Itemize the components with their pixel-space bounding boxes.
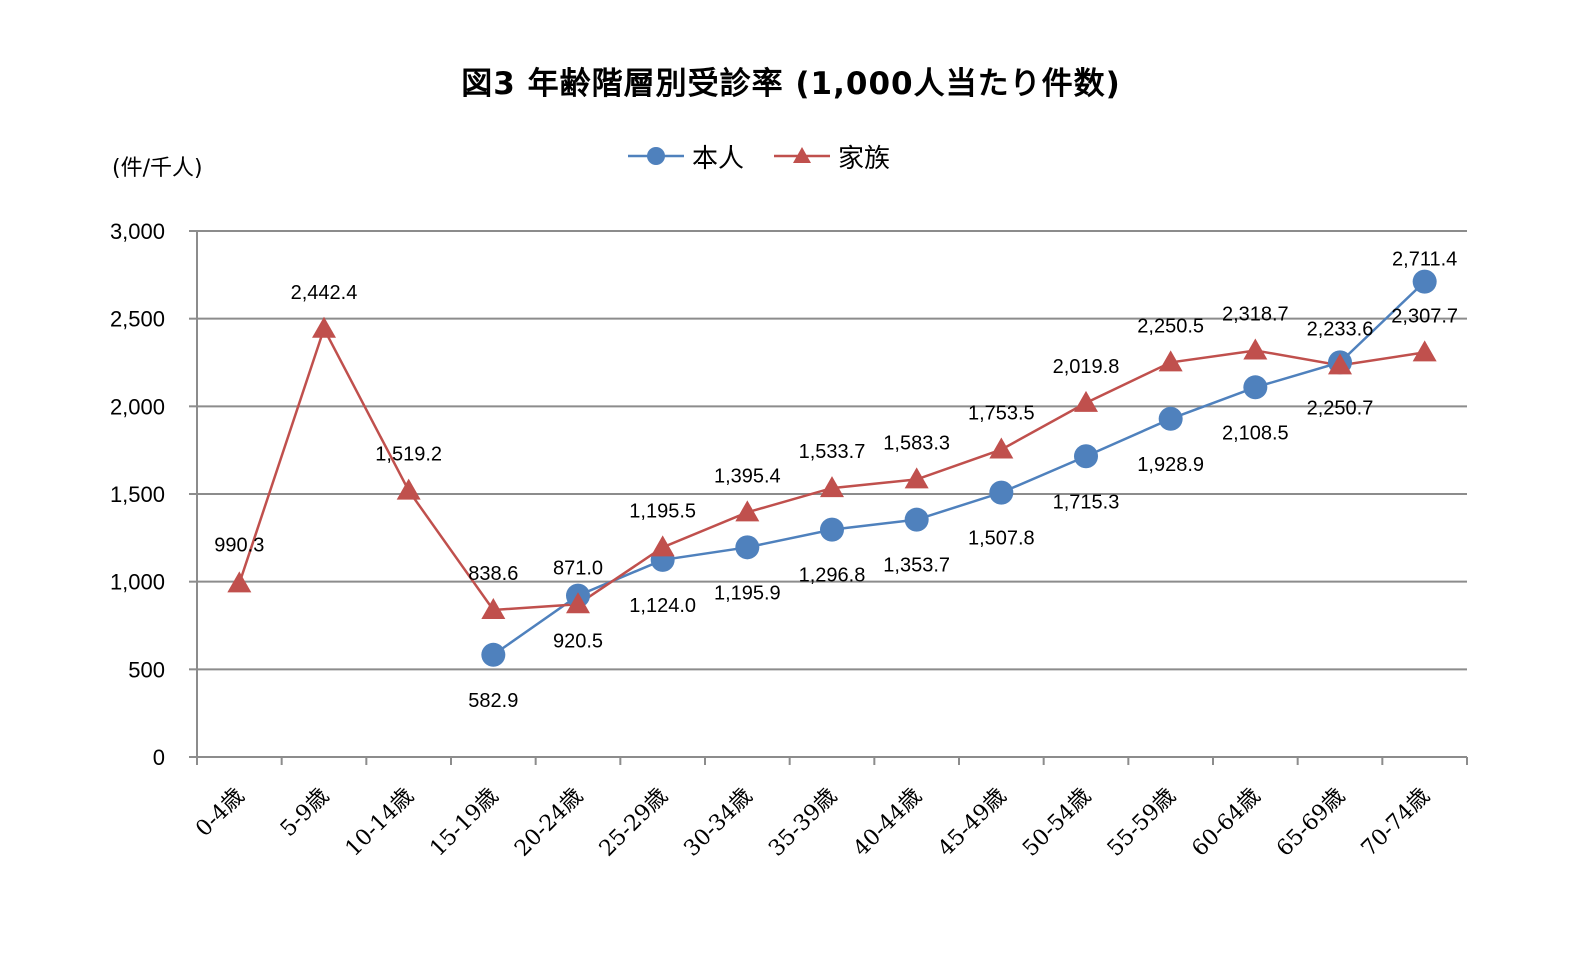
data-label-honnin: 2,250.7 [1307, 397, 1374, 419]
legend-label-honnin: 本人 [692, 143, 745, 174]
data-label-honnin: 1,353.7 [883, 555, 950, 577]
y-tick-label: 2,500 [110, 307, 165, 332]
x-tick-label: 60-64歳 [1187, 784, 1265, 862]
data-point-honnin[interactable] [735, 535, 760, 560]
data-point-kazoku[interactable] [650, 535, 675, 557]
y-tick-label: 500 [128, 657, 165, 682]
data-label-kazoku: 2,233.6 [1307, 318, 1374, 340]
x-tick-label: 50-54歳 [1018, 784, 1096, 862]
data-label-kazoku: 871.0 [553, 557, 603, 579]
data-label-kazoku: 838.6 [468, 563, 518, 585]
data-point-kazoku[interactable] [820, 476, 844, 498]
x-tick-label: 65-69歳 [1272, 784, 1350, 862]
x-tick-label: 30-34歳 [679, 784, 757, 862]
x-tick-label: 10-14歳 [341, 784, 419, 862]
data-label-kazoku: 1,519.2 [375, 444, 442, 466]
x-tick-label: 20-24歳 [510, 784, 588, 862]
y-axis-unit-label: (件/千人) [112, 156, 203, 181]
data-label-honnin: 1,507.8 [968, 528, 1035, 550]
data-label-kazoku: 1,533.7 [799, 441, 866, 463]
legend: 本人 家族 [626, 138, 918, 174]
data-label-honnin: 1,715.3 [1053, 491, 1120, 513]
legend-item-kazoku[interactable]: 家族 [772, 138, 890, 175]
data-point-honnin[interactable] [904, 507, 929, 532]
data-point-kazoku[interactable] [481, 597, 506, 619]
x-tick-label: 0-4歳 [191, 784, 249, 842]
data-point-honnin[interactable] [989, 480, 1014, 505]
data-point-kazoku[interactable] [989, 437, 1014, 459]
data-label-honnin: 2,711.4 [1392, 249, 1457, 271]
data-point-kazoku[interactable] [1412, 340, 1437, 362]
x-tick-label: 35-39歳 [764, 784, 842, 862]
data-label-kazoku: 2,250.5 [1137, 315, 1204, 337]
x-tick-label: 40-44歳 [849, 784, 927, 862]
x-tick-label: 55-59歳 [1103, 784, 1181, 862]
data-label-kazoku: 2,307.7 [1391, 305, 1458, 327]
data-label-kazoku: 1,753.5 [968, 403, 1035, 425]
data-point-kazoku[interactable] [396, 478, 421, 500]
chart-title: 図3 年齢階層別受診率 (1,000人当たり件数) [461, 66, 1121, 102]
data-point-honnin[interactable] [1158, 406, 1183, 431]
legend-triangle-marker-icon [774, 147, 831, 163]
data-point-honnin[interactable] [1412, 269, 1437, 294]
data-label-kazoku: 1,583.3 [883, 432, 950, 454]
x-tick-label: 25-29歳 [595, 784, 673, 862]
data-point-honnin[interactable] [1074, 444, 1098, 469]
data-point-honnin[interactable] [481, 642, 506, 667]
series-line-honnin [492, 280, 1426, 656]
legend-item-honnin[interactable]: 本人 [626, 138, 744, 175]
y-tick-label: 1,000 [110, 570, 165, 595]
data-point-kazoku[interactable] [1074, 390, 1098, 412]
x-tick-label: 45-49歳 [933, 784, 1011, 862]
data-point-kazoku[interactable] [735, 500, 760, 522]
y-tick-label: 1,500 [110, 482, 165, 507]
x-tick-label: 15-19歳 [425, 784, 503, 862]
data-label-honnin: 1,928.9 [1137, 454, 1204, 476]
data-label-honnin: 1,296.8 [799, 565, 866, 587]
data-label-honnin: 1,195.9 [714, 582, 781, 604]
data-point-kazoku[interactable] [1243, 338, 1268, 360]
data-label-honnin: 2,108.5 [1222, 422, 1289, 444]
data-point-kazoku[interactable] [1158, 350, 1183, 372]
data-point-kazoku[interactable] [904, 467, 929, 489]
y-tick-label: 3,000 [110, 219, 165, 244]
data-label-kazoku: 2,019.8 [1053, 356, 1120, 378]
legend-label-kazoku: 家族 [838, 143, 891, 174]
data-label-kazoku: 990.3 [214, 534, 264, 556]
data-point-kazoku[interactable] [312, 316, 336, 338]
y-tick-label: 2,000 [110, 394, 165, 419]
data-label-kazoku: 2,442.4 [291, 282, 358, 304]
y-tick-label: 0 [153, 745, 165, 770]
data-label-kazoku: 2,318.7 [1222, 303, 1289, 325]
data-label-honnin: 920.5 [553, 631, 603, 653]
data-point-kazoku[interactable] [566, 592, 590, 614]
data-label-honnin: 1,124.0 [629, 595, 696, 617]
x-tick-label: 70-74歳 [1357, 784, 1435, 862]
data-label-kazoku: 1,195.5 [629, 500, 696, 522]
data-point-honnin[interactable] [820, 517, 844, 542]
data-point-kazoku[interactable] [1328, 353, 1352, 375]
data-point-kazoku[interactable] [227, 571, 252, 593]
x-tick-label: 5-9歳 [276, 784, 334, 842]
data-label-honnin: 582.9 [468, 690, 518, 712]
legend-circle-marker-icon [628, 147, 684, 165]
data-label-kazoku: 1,395.4 [714, 465, 781, 487]
data-point-honnin[interactable] [1243, 375, 1268, 400]
